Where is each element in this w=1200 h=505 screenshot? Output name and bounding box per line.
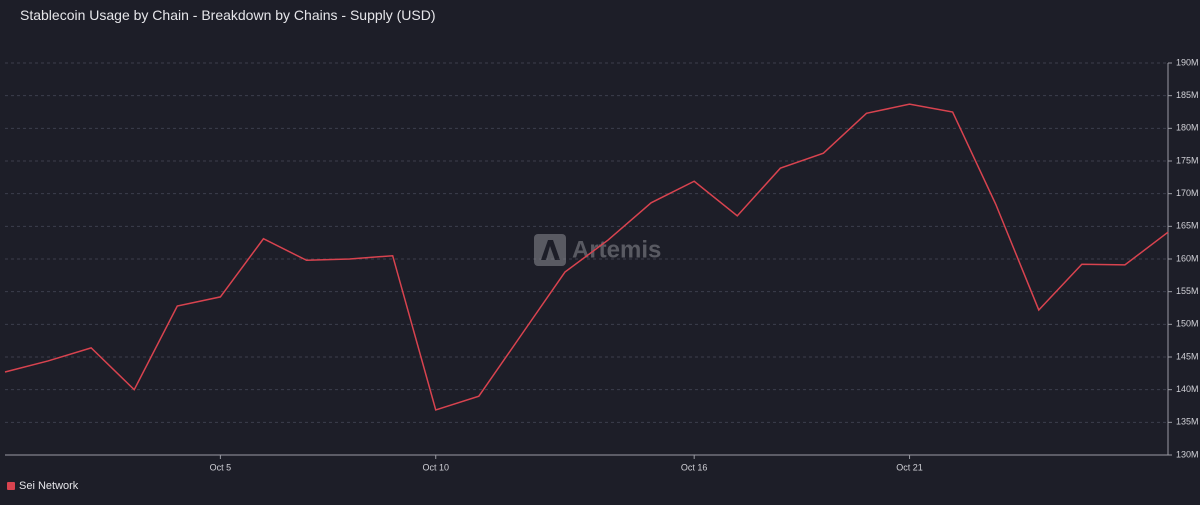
watermark-logo [534,234,566,266]
y-tick-label: 155M [1176,286,1199,296]
y-tick-label: 145M [1176,351,1199,361]
legend-swatch [7,482,15,490]
y-tick-label: 160M [1176,253,1199,263]
watermark-text: Artemis [572,236,661,263]
watermark-logo-glyph [541,240,560,260]
watermark: Artemis [534,234,661,266]
x-tick-label: Oct 5 [210,462,232,472]
y-tick-label: 135M [1176,417,1199,427]
x-tick-label: Oct 10 [422,462,449,472]
x-tick-label: Oct 21 [896,462,923,472]
y-tick-label: 190M [1176,57,1199,67]
y-tick-label: 150M [1176,319,1199,329]
grid [5,62,1168,456]
x-tick-label: Oct 16 [681,462,708,472]
y-tick-label: 185M [1176,90,1199,100]
y-tick-label: 140M [1176,384,1199,394]
chart-title: Stablecoin Usage by Chain - Breakdown by… [20,7,436,23]
y-tick-label: 175M [1176,155,1199,165]
series-line [4,103,1169,411]
legend-label: Sei Network [19,480,79,492]
y-tick-label: 180M [1176,123,1199,133]
y-tick-label: 170M [1176,188,1199,198]
y-tick-label: 130M [1176,449,1199,459]
y-tick-label: 165M [1176,221,1199,231]
